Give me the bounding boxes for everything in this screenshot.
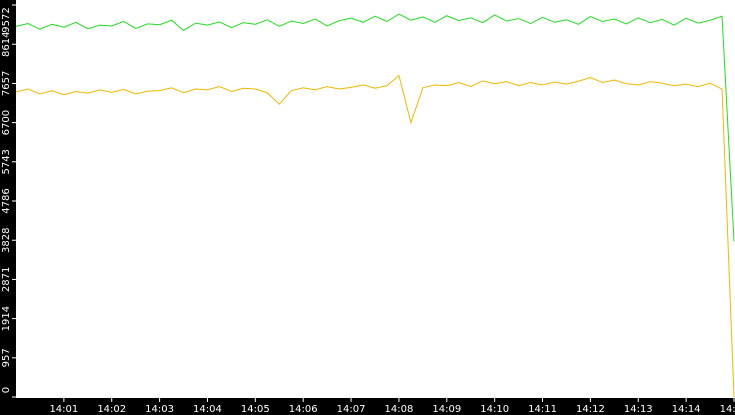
- x-tick-label: 14:01: [49, 404, 78, 415]
- y-tick-label: 1914: [1, 306, 12, 331]
- x-tick-label: 14:12: [576, 404, 605, 415]
- x-tick-label: 14:08: [385, 404, 414, 415]
- x-tick-label: 14:10: [480, 404, 509, 415]
- x-tick-label: 14:15: [720, 404, 735, 415]
- y-tick-label: 4786: [1, 188, 12, 213]
- series-line: [15, 74, 735, 398]
- y-axis-band: [0, 0, 16, 415]
- x-tick-label: 14:06: [289, 404, 318, 415]
- x-tick-label: 14:11: [528, 404, 557, 415]
- x-tick-label: 14:13: [624, 404, 653, 415]
- y-tick-label: 9572: [1, 7, 12, 32]
- y-tick-label: 3828: [1, 228, 12, 253]
- y-tick-label: 2871: [1, 267, 12, 292]
- x-tick-label: 14:07: [337, 404, 366, 415]
- x-tick-label: 14:14: [672, 404, 701, 415]
- x-tick-label: 14:05: [241, 404, 270, 415]
- x-tick-label: 14:09: [432, 404, 461, 415]
- y-tick-label: 7657: [1, 71, 12, 96]
- y-tick-label: 8614: [1, 32, 12, 57]
- x-tick-label: 14:04: [193, 404, 222, 415]
- y-tick-label: 6700: [1, 110, 12, 135]
- series-line: [15, 13, 735, 242]
- x-tick-label: 14:03: [145, 404, 174, 415]
- y-tick-label: 957: [1, 348, 12, 367]
- x-tick-label: 14:02: [97, 404, 126, 415]
- x-axis-band: [0, 398, 735, 415]
- y-tick-label: 5743: [1, 149, 12, 174]
- y-tick-label: 0: [1, 387, 12, 393]
